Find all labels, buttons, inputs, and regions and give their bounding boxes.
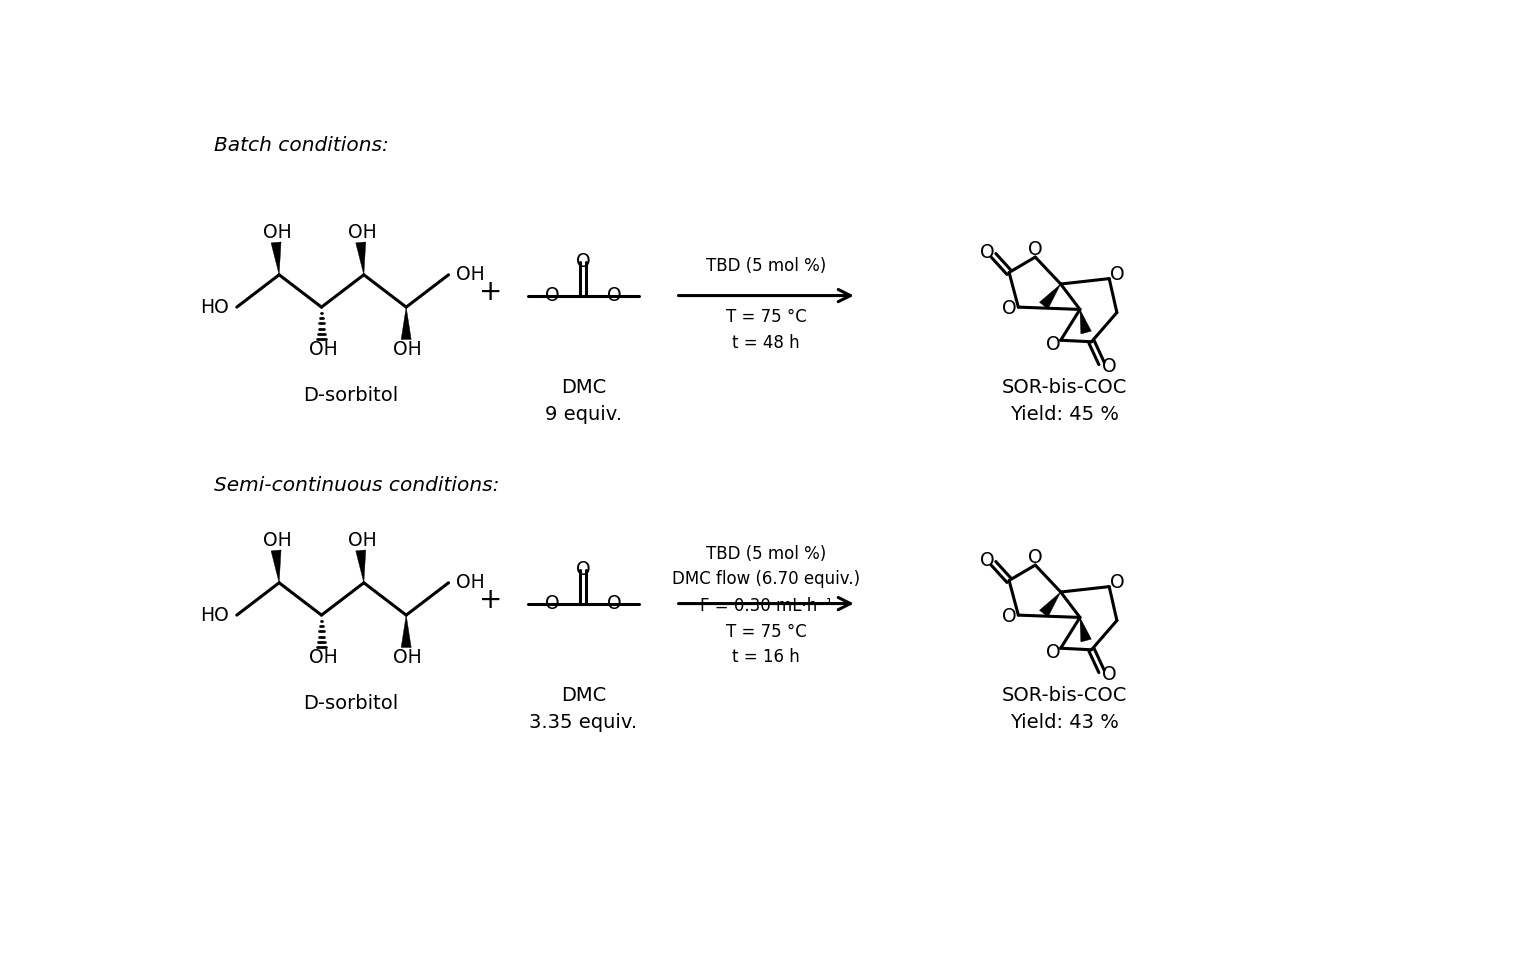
Text: 9 equiv.: 9 equiv. [544,406,622,424]
Text: OH: OH [348,223,377,242]
Text: O: O [1110,572,1124,591]
Text: HO: HO [200,606,229,624]
Text: T = 75 °C: T = 75 °C [726,308,807,326]
Text: D-sorbitol: D-sorbitol [303,386,398,406]
Text: O: O [1046,335,1060,354]
Text: O: O [576,253,590,271]
Text: OH: OH [456,573,485,592]
Text: 3.35 equiv.: 3.35 equiv. [529,713,637,733]
Polygon shape [271,550,281,583]
Text: O: O [544,287,560,305]
Text: OH: OH [393,340,422,359]
Text: DMC flow (6.70 equiv.): DMC flow (6.70 equiv.) [673,570,860,588]
Text: OH: OH [264,223,291,242]
Polygon shape [401,307,412,340]
Text: OH: OH [308,340,337,359]
Text: O: O [607,287,621,305]
Text: Yield: 45 %: Yield: 45 % [1010,406,1119,424]
Text: DMC: DMC [561,378,605,398]
Text: OH: OH [348,530,377,550]
Text: O: O [1103,665,1116,684]
Text: +: + [479,586,503,614]
Text: OH: OH [308,648,337,667]
Text: O: O [1028,548,1043,567]
Text: Semi-continuous conditions:: Semi-continuous conditions: [214,476,499,496]
Polygon shape [401,615,412,648]
Text: DMC: DMC [561,686,605,706]
Text: TBD (5 mol %): TBD (5 mol %) [706,545,827,562]
Text: OH: OH [264,530,291,550]
Text: OH: OH [456,265,485,285]
Text: O: O [1002,299,1016,318]
Text: TBD (5 mol %): TBD (5 mol %) [706,257,827,275]
Polygon shape [355,550,366,583]
Polygon shape [355,242,366,275]
Text: +: + [479,278,503,306]
Polygon shape [271,242,281,275]
Polygon shape [1040,284,1061,309]
Text: Yield: 43 %: Yield: 43 % [1010,713,1119,733]
Text: D-sorbitol: D-sorbitol [303,694,398,713]
Text: F = 0.30 mL·h⁻¹: F = 0.30 mL·h⁻¹ [700,597,833,615]
Text: t = 16 h: t = 16 h [732,649,801,667]
Text: O: O [576,560,590,579]
Text: t = 48 h: t = 48 h [732,334,801,352]
Text: O: O [1103,357,1116,376]
Text: O: O [981,551,994,570]
Text: HO: HO [200,297,229,317]
Text: SOR-bis-COC: SOR-bis-COC [1002,378,1127,398]
Text: OH: OH [393,648,422,667]
Text: O: O [607,594,621,613]
Text: O: O [544,594,560,613]
Text: Batch conditions:: Batch conditions: [214,136,389,155]
Text: O: O [1002,607,1016,626]
Polygon shape [1080,618,1092,642]
Polygon shape [1080,310,1092,334]
Text: O: O [1046,644,1060,662]
Polygon shape [1040,592,1061,617]
Text: O: O [1110,264,1124,284]
Text: O: O [981,243,994,262]
Text: T = 75 °C: T = 75 °C [726,623,807,641]
Text: O: O [1028,240,1043,258]
Text: SOR-bis-COC: SOR-bis-COC [1002,686,1127,706]
